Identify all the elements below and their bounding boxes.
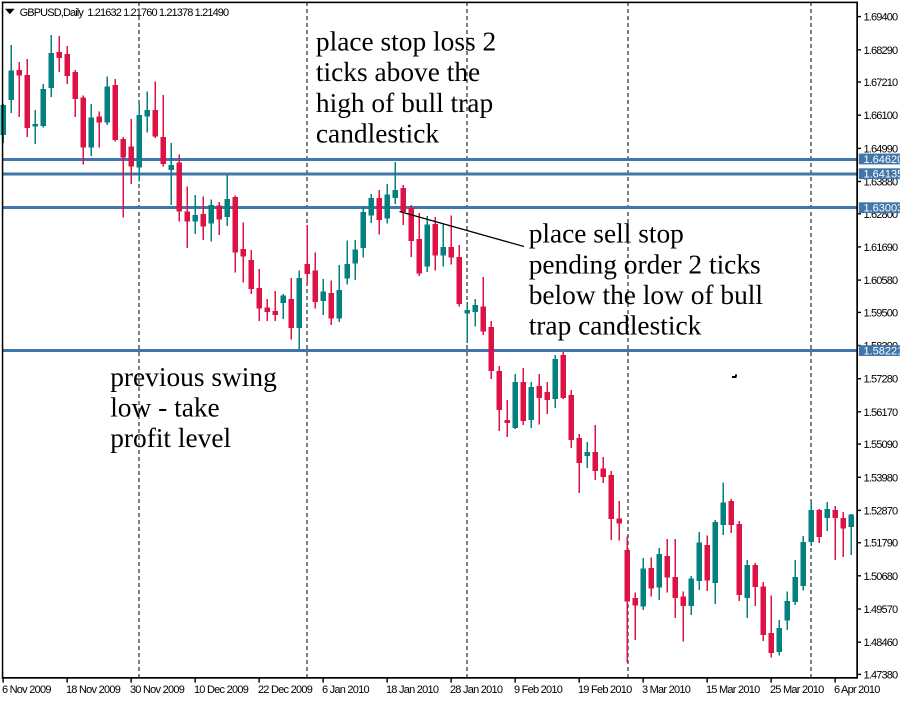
svg-text:1.67210: 1.67210	[864, 77, 899, 89]
svg-text:1.57280: 1.57280	[864, 374, 899, 386]
svg-text:ticks above the: ticks above the	[316, 57, 480, 87]
svg-text:high of bull trap: high of bull trap	[316, 88, 493, 118]
svg-text:1.64135: 1.64135	[864, 169, 900, 181]
svg-text:1.63003: 1.63003	[864, 203, 900, 215]
svg-text:18 Nov 2009: 18 Nov 2009	[66, 684, 121, 696]
svg-text:6 Apr 2010: 6 Apr 2010	[834, 684, 880, 696]
svg-text:1.61690: 1.61690	[864, 242, 899, 254]
svg-text:19 Feb 2010: 19 Feb 2010	[578, 684, 632, 696]
svg-text:low - take: low - take	[110, 392, 220, 422]
svg-text:1.59500: 1.59500	[864, 307, 899, 319]
svg-text:1.58221: 1.58221	[864, 345, 900, 357]
svg-text:1.50680: 1.50680	[864, 571, 899, 583]
svg-text:25 Mar 2010: 25 Mar 2010	[770, 684, 824, 696]
svg-text:place stop loss 2: place stop loss 2	[316, 26, 496, 56]
svg-text:1.53980: 1.53980	[864, 472, 899, 484]
svg-text:1.52870: 1.52870	[864, 505, 899, 517]
svg-text:GBPUSD,Daily 1.21632 1.21760: GBPUSD,Daily 1.21632 1.21760 1.21378 1.2…	[20, 7, 229, 19]
svg-text:1.51790: 1.51790	[864, 538, 899, 550]
svg-text:3 Mar 2010: 3 Mar 2010	[642, 684, 691, 696]
svg-text:below the low of bull: below the low of bull	[529, 280, 764, 310]
svg-text:22 Dec 2009: 22 Dec 2009	[258, 684, 313, 696]
svg-text:30 Nov 2009: 30 Nov 2009	[130, 684, 185, 696]
svg-text:6 Jan 2010: 6 Jan 2010	[322, 684, 370, 696]
svg-text:profit level: profit level	[110, 423, 231, 453]
svg-text:1.64620: 1.64620	[864, 154, 900, 166]
svg-text:9 Feb 2010: 9 Feb 2010	[514, 684, 563, 696]
svg-text:1.56170: 1.56170	[864, 407, 899, 419]
svg-text:15 Mar 2010: 15 Mar 2010	[706, 684, 760, 696]
svg-text:6 Nov 2009: 6 Nov 2009	[2, 684, 51, 696]
svg-text:previous swing: previous swing	[110, 362, 277, 392]
svg-text:pending order 2 ticks: pending order 2 ticks	[529, 249, 761, 279]
svg-text:1.69400: 1.69400	[864, 12, 899, 24]
svg-text:trap candlestick: trap candlestick	[529, 311, 702, 341]
svg-text:28 Jan 2010: 28 Jan 2010	[450, 684, 503, 696]
svg-text:1.48460: 1.48460	[864, 637, 899, 649]
svg-text:place sell stop: place sell stop	[529, 219, 684, 249]
svg-text:1.66100: 1.66100	[864, 110, 899, 122]
svg-text:1.68290: 1.68290	[864, 45, 899, 57]
svg-text:10 Dec 2009: 10 Dec 2009	[194, 684, 249, 696]
svg-text:18 Jan 2010: 18 Jan 2010	[386, 684, 439, 696]
svg-text:1.55090: 1.55090	[864, 439, 899, 451]
svg-text:1.60580: 1.60580	[864, 275, 899, 287]
svg-text:1.47380: 1.47380	[864, 669, 899, 681]
svg-text:1.49570: 1.49570	[864, 604, 899, 616]
svg-text:candlestick: candlestick	[316, 119, 440, 149]
